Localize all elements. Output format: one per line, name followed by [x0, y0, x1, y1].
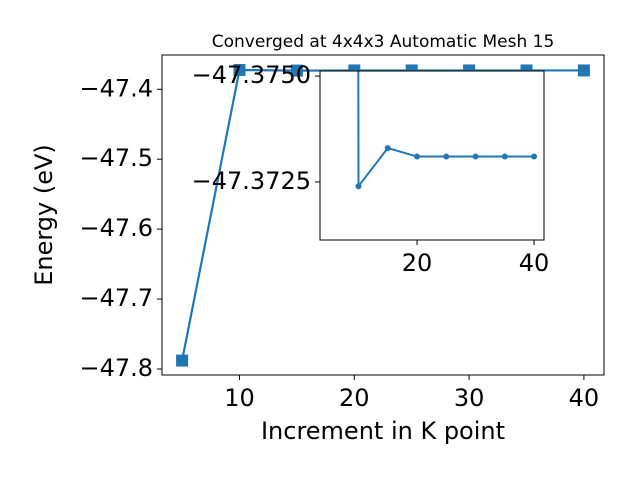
y-tick-label: −47.5 [79, 144, 153, 172]
line [181, 68, 584, 361]
marker [384, 145, 391, 152]
x-tick-label: 40 [519, 249, 550, 277]
y-tick-label: −47.3750 [192, 61, 311, 89]
marker [290, 64, 303, 77]
x-axis-label: Increment in K point [261, 417, 505, 445]
x-tick-label: 30 [454, 384, 485, 412]
marker [414, 153, 421, 160]
x-tick-label: 20 [402, 249, 433, 277]
series-group [176, 63, 590, 367]
marker [501, 153, 508, 160]
series-group [355, 71, 538, 190]
marker [577, 64, 590, 77]
marker [443, 153, 450, 160]
axes-frame [319, 70, 545, 241]
plot-area [320, 71, 544, 240]
x-tick-label: 40 [569, 384, 600, 412]
y-tick-label: −47.4 [79, 74, 153, 102]
x-tick-label: 20 [339, 384, 370, 412]
marker [531, 153, 538, 160]
marker [233, 63, 246, 76]
x-tick-label: 10 [224, 384, 255, 412]
marker [472, 153, 479, 160]
marker [355, 183, 362, 190]
line [357, 71, 535, 190]
y-tick-label: −47.7 [79, 284, 153, 312]
marker [176, 354, 189, 367]
chart-title: Converged at 4x4x3 Automatic Mesh 15 [212, 32, 555, 52]
axes-frame [161, 54, 605, 376]
y-tick-label: −47.8 [79, 354, 153, 382]
y-axis-label: Energy (eV) [30, 144, 58, 286]
y-tick-label: −47.3725 [192, 167, 311, 195]
y-tick-label: −47.6 [79, 214, 153, 242]
